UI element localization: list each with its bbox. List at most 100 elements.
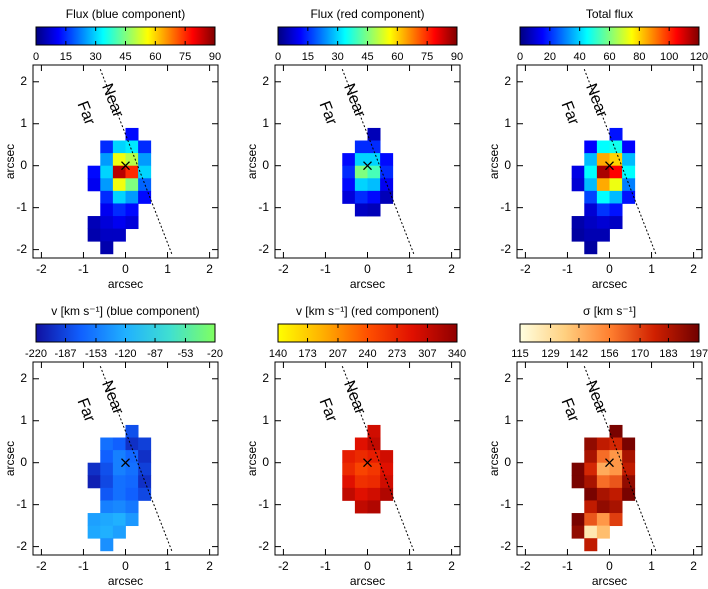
map-cell — [584, 500, 598, 514]
map-cell — [342, 178, 356, 192]
map-cell — [367, 487, 381, 501]
colorbar-tick-label: 20 — [544, 51, 556, 63]
map-cell — [584, 462, 598, 476]
map-cell — [584, 165, 598, 179]
center-marker — [363, 458, 372, 468]
map-cell — [100, 513, 114, 527]
colorbar-tick-label: 45 — [119, 51, 131, 63]
map-cell — [609, 500, 623, 514]
map-cell — [138, 462, 152, 476]
map-cell — [380, 475, 394, 489]
map-cell — [596, 513, 610, 527]
map-cell — [138, 140, 152, 154]
map-cell — [596, 475, 610, 489]
axis-line — [99, 69, 173, 254]
colorbar-tick-label: -120 — [114, 348, 136, 360]
y-tick-label: 1 — [504, 413, 511, 427]
colorbar-tick-label: -187 — [55, 348, 77, 360]
y-tick-label: 0 — [504, 158, 511, 172]
colorbar-title: Flux (red component) — [310, 7, 424, 21]
map-cell — [342, 190, 356, 204]
map-cell — [380, 153, 394, 167]
axis-line — [99, 366, 173, 551]
colorbar-tick-label: 100 — [660, 51, 678, 63]
y-tick-label: 2 — [20, 371, 27, 385]
annotation: Near — [582, 378, 611, 417]
map-cell — [354, 203, 368, 217]
colorbar-title: v [km s⁻¹] (red component) — [296, 304, 439, 318]
map-cell — [622, 165, 636, 179]
axis-line — [583, 366, 657, 551]
map-cell — [571, 513, 585, 527]
y-tick-label: 1 — [20, 116, 27, 130]
map-cell — [354, 475, 368, 489]
map-cell — [87, 525, 101, 539]
map-cell — [100, 190, 114, 204]
map-cell — [380, 487, 394, 501]
x-tick-label: 1 — [406, 559, 413, 573]
x-tick-label: 2 — [448, 559, 455, 573]
x-tick-label: 0 — [364, 559, 371, 573]
map-cell — [125, 424, 139, 438]
map-cell — [125, 203, 139, 217]
map-cell — [584, 140, 598, 154]
map-cell — [596, 203, 610, 217]
y-tick-label: 1 — [262, 413, 269, 427]
center-marker — [121, 458, 130, 468]
colorbar-tick-label: 115 — [511, 348, 529, 360]
y-axis-label: arcsec — [3, 441, 17, 476]
colorbar-tick-label: 60 — [149, 51, 161, 63]
y-tick-label: 1 — [262, 116, 269, 130]
colorbar-tick-label: 60 — [391, 51, 403, 63]
map-cell — [100, 228, 114, 242]
map-cell — [609, 487, 623, 501]
map-cell — [112, 475, 126, 489]
colorbar-tick-label: 273 — [388, 348, 406, 360]
colorbar-tick-label: 140 — [269, 348, 287, 360]
map-cell — [367, 140, 381, 154]
y-tick-label: 0 — [262, 158, 269, 172]
map-cell — [138, 450, 152, 464]
map-cell — [609, 437, 623, 451]
annotation: Far — [316, 99, 341, 128]
map-cell — [584, 241, 598, 255]
y-tick-label: -1 — [16, 497, 27, 511]
annotation: Far — [558, 99, 583, 128]
map-cell — [622, 437, 636, 451]
map-cell — [367, 437, 381, 451]
colorbar-tick-label: -87 — [147, 348, 163, 360]
y-tick-label: 2 — [262, 371, 269, 385]
map-cell — [112, 525, 126, 539]
map-cell — [112, 203, 126, 217]
x-axis-label: arcsec — [350, 277, 385, 291]
map-cell — [380, 165, 394, 179]
colorbar-tick-label: 30 — [90, 51, 102, 63]
map-cell — [584, 153, 598, 167]
colorbar-tick-label: 240 — [358, 348, 376, 360]
map-cell — [609, 190, 623, 204]
map-cell — [622, 190, 636, 204]
map-cell — [622, 140, 636, 154]
y-tick-label: 2 — [504, 371, 511, 385]
y-axis-label: arcsec — [245, 441, 259, 476]
annotation: Near — [340, 378, 369, 417]
map-cell — [342, 475, 356, 489]
map-cell — [571, 525, 585, 539]
map-cell — [584, 487, 598, 501]
map-cell — [609, 216, 623, 230]
colorbar-tick-label: 307 — [418, 348, 436, 360]
map-cell — [596, 437, 610, 451]
colorbar-tick-label: 129 — [541, 348, 559, 360]
map-cell — [112, 190, 126, 204]
map-cell — [367, 203, 381, 217]
map-cell — [622, 475, 636, 489]
x-tick-label: 0 — [364, 262, 371, 276]
map-cell — [112, 487, 126, 501]
map-cell — [367, 127, 381, 141]
colorbar-tick-label: 142 — [570, 348, 588, 360]
map-cell — [609, 475, 623, 489]
map-cell — [596, 487, 610, 501]
map-cell — [342, 462, 356, 476]
map-cell — [100, 140, 114, 154]
